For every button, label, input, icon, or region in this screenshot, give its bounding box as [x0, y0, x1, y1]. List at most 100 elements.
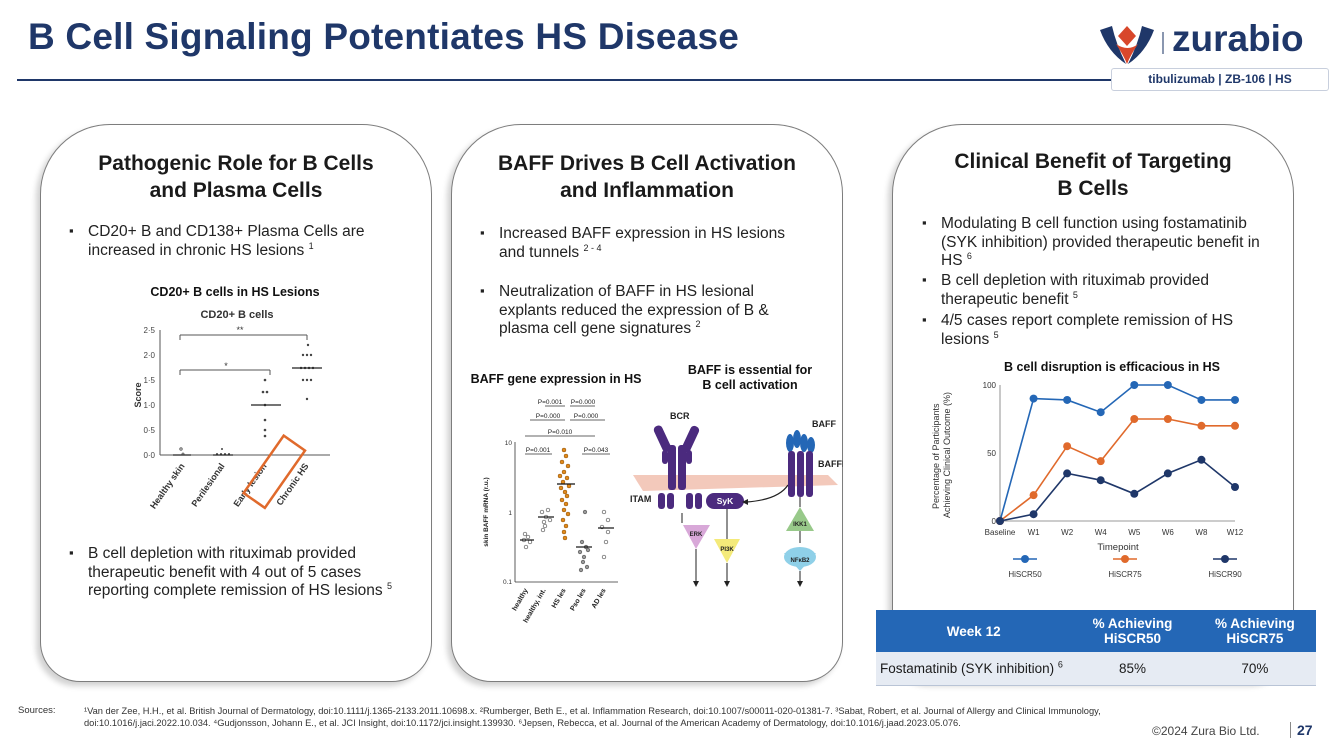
legend-label-hiscr50: HiSCR50: [1008, 570, 1042, 579]
point-hiscr50: [1130, 381, 1139, 389]
point-hiscr75: [1197, 421, 1206, 430]
pval-6: P=0.001: [526, 447, 551, 454]
hs-dot: [566, 483, 572, 489]
bcr-label: BCR: [670, 411, 690, 421]
bullet-marker: ▪: [69, 223, 74, 238]
cd20-dot-plot: CD20+ B cells 0·0 0·5 1·0 1·5 2·0 2·5 Sc…: [133, 309, 330, 511]
syk-node: [706, 493, 744, 509]
y-axis-label: skin BAFF mRNA (r.u.): [483, 477, 490, 546]
chart-x-tick: W12: [1227, 528, 1244, 537]
table-cell-hiscr50: 85%: [1071, 652, 1194, 686]
sig-top-label: **: [236, 325, 244, 335]
card1-bullet2-text: B cell depletion with rituximab provided…: [88, 545, 383, 599]
card1-title: Pathogenic Role for B Cells and Plasma C…: [40, 150, 432, 204]
bullet-marker: ▪: [922, 312, 927, 327]
ref-marker: 6: [966, 250, 972, 261]
pi3k-label: PI3K: [720, 547, 734, 553]
table-row: Fostamatinib (SYK inhibition) 6 85% 70%: [876, 652, 1316, 686]
table-header-row: Week 12 % Achieving HiSCR50 % Achieving …: [876, 610, 1316, 652]
ref-marker: 6: [1057, 659, 1063, 670]
pval-2: P=0.000: [571, 399, 596, 406]
chart-x-tick: W1: [1028, 528, 1041, 537]
erk-node: [683, 525, 710, 549]
zurabio-logo-icon: [1100, 26, 1154, 64]
hs-dot: [564, 493, 570, 499]
chart-x-tick: W2: [1061, 528, 1074, 537]
point-hiscr90: [1029, 510, 1038, 519]
baff-label: BAFF: [812, 419, 836, 429]
tagline-badge: tibulizumab | ZB-106 | HS: [1111, 68, 1329, 91]
y-tick-5: 2·5: [143, 326, 155, 335]
dot-group-chronic: [299, 343, 315, 401]
fig2-caption-line2: B cell activation: [702, 378, 798, 392]
legend-marker: [1121, 555, 1129, 563]
baffr-receptor: [788, 451, 813, 497]
chart-y-tick: 100: [983, 381, 997, 390]
hs-dot: [561, 507, 567, 513]
chart-y-label-wrap: Percentage of Participants Achieving Cli…: [931, 392, 952, 518]
point-hiscr75: [1130, 415, 1139, 423]
chart-y-label-line2: Achieving Clinical Outcome (%): [942, 392, 952, 518]
y-tick-1: 0·5: [143, 426, 155, 435]
chronic-highlight-box: [241, 433, 307, 510]
chart-x-tick: W4: [1095, 528, 1108, 537]
copyright: ©2024 Zura Bio Ltd.: [1152, 724, 1260, 738]
ref-marker: 2: [695, 318, 701, 329]
ref-marker: 5: [386, 580, 392, 591]
chart-x-label: Timepoint: [1097, 542, 1139, 553]
sources-text: ¹Van der Zee, H.H., et al. British Journ…: [84, 706, 1101, 728]
point-hiscr50: [1197, 395, 1206, 404]
pval-5: P=0.010: [548, 429, 573, 436]
chart-x-tick: W5: [1128, 528, 1141, 537]
pi3k-node: [714, 539, 740, 563]
chart-x-tick: W6: [1162, 528, 1175, 537]
pval-3: P=0.000: [536, 413, 561, 420]
legend-label-hiscr75: HiSCR75: [1108, 570, 1142, 579]
ref-marker: 1: [308, 240, 314, 251]
baff-expression-plot: P=0.001 P=0.000 P=0.000 P=0.000 P=0.010 …: [483, 399, 618, 624]
hs-dot: [557, 473, 563, 479]
y-tick-1: 1: [508, 510, 512, 517]
ikk1-label: IKK1: [793, 522, 807, 528]
fig2-caption-line1: BAFF is essential for: [687, 363, 813, 377]
bullet-marker: ▪: [69, 545, 74, 560]
point-hiscr50: [1096, 408, 1105, 417]
card2-title-line1: BAFF Drives B Cell Activation: [498, 152, 796, 175]
point-hiscr90: [1231, 483, 1239, 491]
hs-dot: [561, 469, 567, 475]
dots-pso-les: [577, 509, 591, 573]
y-tick-3: 1·5: [143, 376, 155, 385]
page-number: 27: [1290, 722, 1313, 738]
cat-healthy: healthy: [511, 587, 529, 612]
card1-bullet1: ▪ CD20+ B and CD138+ Plasma Cells are in…: [69, 223, 398, 260]
chart-y-tick: 50: [987, 449, 996, 458]
baff-ligand: [786, 430, 815, 453]
bullet-marker: ▪: [480, 225, 485, 240]
sources-label: Sources:: [18, 705, 56, 716]
card2-bullet1-text: Increased BAFF expression in HS lesions …: [499, 225, 786, 261]
point-hiscr50: [1231, 395, 1239, 404]
table-header-hiscr75: % Achieving HiSCR75: [1193, 610, 1316, 652]
point-hiscr90: [1063, 469, 1072, 478]
row-label-text: Fostamatinib (SYK inhibition): [880, 661, 1055, 676]
card3-title-line1: Clinical Benefit of Targeting: [954, 150, 1232, 173]
y-tick-10: 10: [505, 440, 513, 447]
point-hiscr75: [1063, 442, 1072, 451]
y-tick-01: 0.1: [503, 579, 512, 586]
bcr-receptor: [653, 425, 702, 509]
chart-y-label-line1: Percentage of Participants: [931, 403, 941, 509]
card3-bullet3: ▪ 4/5 cases report complete remission of…: [922, 312, 1261, 349]
card1-title-line2: and Plasma Cells: [149, 179, 323, 202]
point-hiscr90: [1197, 455, 1206, 464]
card-baff-drives: [451, 124, 843, 682]
table-cell-hiscr75: 70%: [1193, 652, 1316, 686]
series-line-hiscr50: [999, 384, 1235, 522]
card2-bullet2-text: Neutralization of BAFF in HS lesional ex…: [499, 283, 769, 337]
y-tick-0: 0·0: [143, 451, 155, 460]
y-tick-2: 1·0: [143, 401, 155, 410]
cat-ad-les: AD les: [591, 587, 608, 609]
bullet-marker: ▪: [922, 215, 927, 230]
sig-mid-label: *: [224, 361, 228, 371]
table-header-week12: Week 12: [876, 610, 1072, 652]
chart-y-tick: 0: [992, 517, 997, 526]
